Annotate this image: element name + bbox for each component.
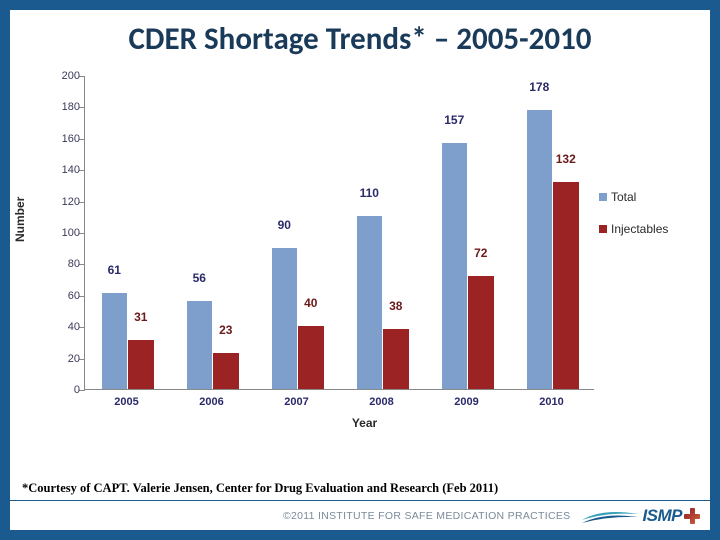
bar	[383, 329, 409, 389]
bar-value-label: 90	[278, 218, 291, 232]
x-category-label: 2009	[454, 396, 478, 408]
bar-value-label: 110	[360, 186, 379, 200]
bar-value-label: 23	[219, 323, 232, 337]
x-category-label: 2007	[284, 396, 308, 408]
bar	[553, 182, 579, 389]
x-category-label: 2008	[369, 396, 393, 408]
y-tick-label: 180	[44, 101, 80, 113]
ismp-logo: ISMP	[580, 506, 700, 526]
plot-area: 61 31 56 23 90 40 110 38 157 72 178 132	[84, 76, 594, 390]
legend-swatch-icon	[599, 225, 607, 233]
y-tick-label: 0	[44, 384, 80, 396]
y-axis-label: Number	[13, 197, 27, 242]
x-axis-label: Year	[352, 416, 377, 430]
bar	[128, 340, 154, 389]
bar	[468, 276, 494, 389]
legend-label: Total	[611, 190, 636, 204]
bar-value-label: 132	[556, 152, 576, 166]
bar-value-label: 38	[389, 299, 402, 313]
legend-swatch-icon	[599, 193, 607, 201]
bar	[213, 353, 239, 389]
bar	[272, 248, 298, 389]
y-tick-label: 20	[44, 353, 80, 365]
legend-label: Injectables	[611, 222, 668, 236]
logo-swoosh-icon	[580, 506, 640, 526]
x-category-label: 2010	[539, 396, 563, 408]
y-tick-label: 80	[44, 258, 80, 270]
bar-value-label: 61	[108, 263, 121, 277]
footnote: *Courtesy of CAPT. Valerie Jensen, Cente…	[22, 481, 498, 496]
bar	[527, 110, 553, 389]
bar	[187, 301, 213, 389]
x-category-label: 2006	[199, 396, 223, 408]
bar	[298, 326, 324, 389]
bar	[442, 143, 468, 389]
y-tick-label: 160	[44, 133, 80, 145]
bar-chart: Number 6131562390401103815772178132 Year…	[42, 70, 687, 440]
y-tick-label: 200	[44, 70, 80, 82]
bar-value-label: 40	[304, 296, 317, 310]
legend-item: Total	[599, 190, 689, 204]
legend-item: Injectables	[599, 222, 689, 236]
logo-text: ISMP	[642, 506, 682, 526]
y-tick-label: 60	[44, 290, 80, 302]
logo-cross-icon	[684, 508, 700, 524]
bar-value-label: 157	[444, 113, 464, 127]
y-tick-label: 40	[44, 321, 80, 333]
footer: ©2011 INSTITUTE FOR SAFE MEDICATION PRAC…	[10, 500, 710, 530]
y-tick-label: 120	[44, 196, 80, 208]
y-tick-label: 140	[44, 164, 80, 176]
copyright-text: ©2011 INSTITUTE FOR SAFE MEDICATION PRAC…	[283, 510, 570, 522]
bar	[357, 216, 383, 389]
bar-value-label: 31	[134, 310, 147, 324]
bar-value-label: 72	[474, 246, 487, 260]
legend: Total Injectables	[599, 190, 689, 254]
page-title: CDER Shortage Trends* – 2005-2010	[10, 10, 710, 64]
bar-value-label: 178	[529, 80, 549, 94]
x-category-label: 2005	[114, 396, 138, 408]
bar	[102, 293, 128, 389]
bar-value-label: 56	[193, 271, 206, 285]
y-tick-label: 100	[44, 227, 80, 239]
